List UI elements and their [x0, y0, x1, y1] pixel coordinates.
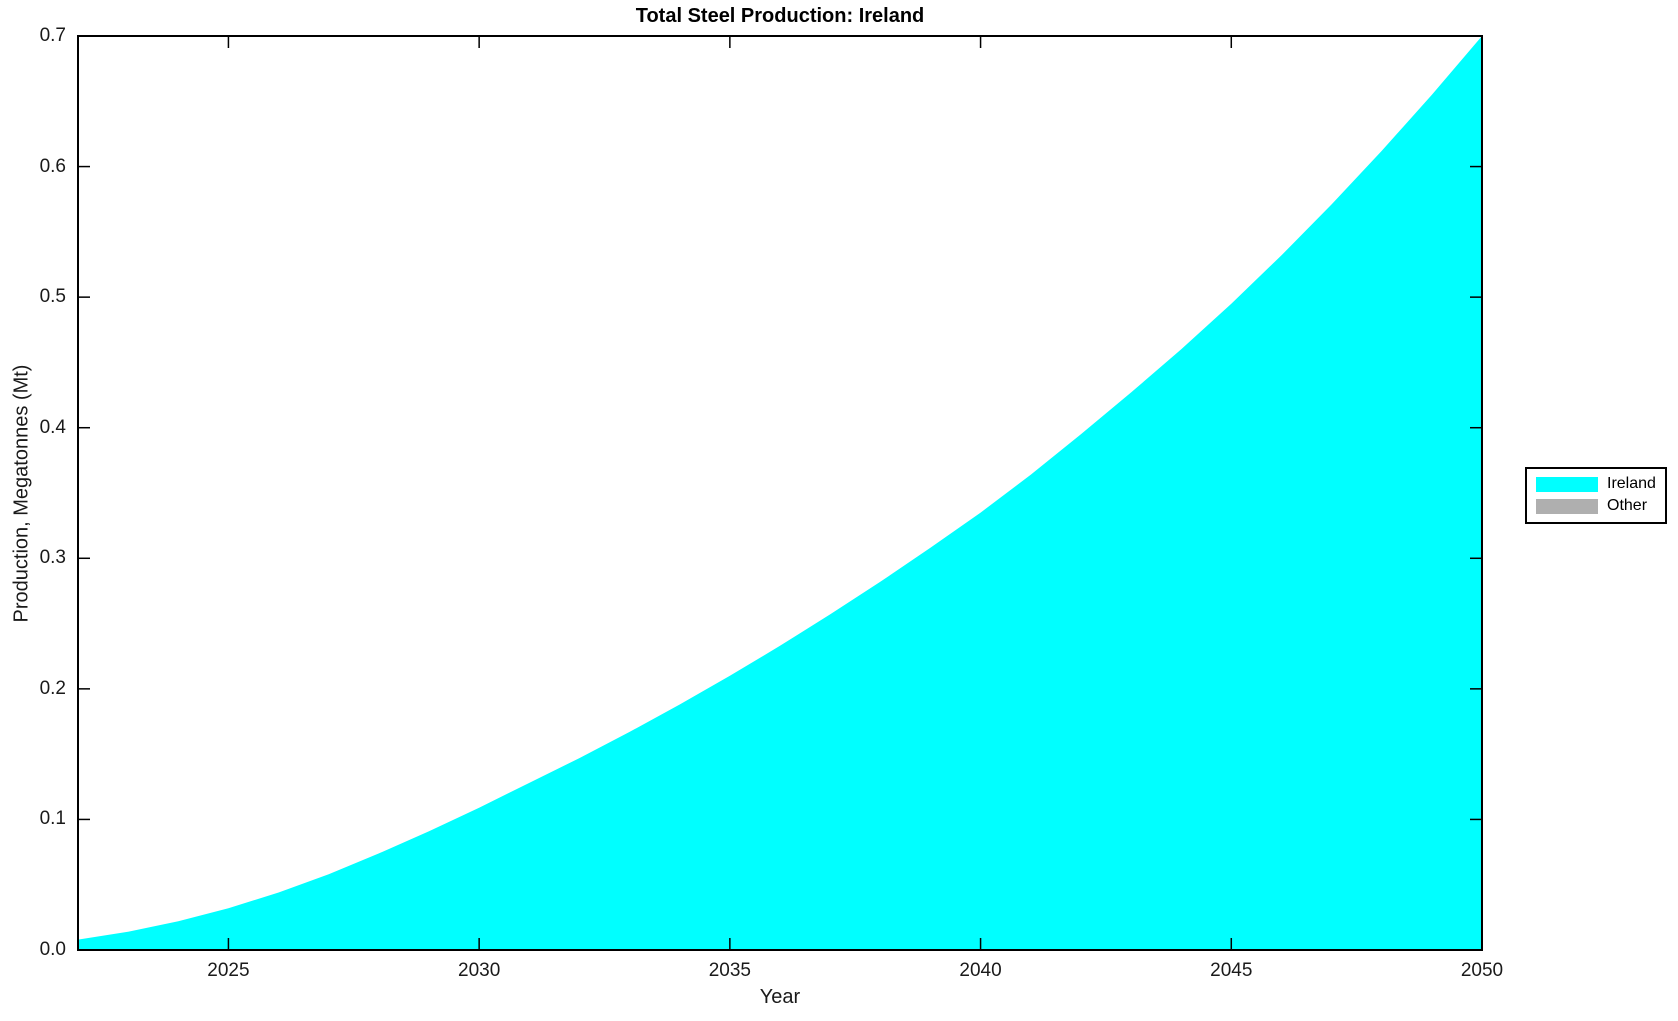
legend-item-ireland: Ireland — [1536, 475, 1656, 492]
plot-border — [77, 35, 1483, 951]
x-tick-label-2045: 2045 — [1210, 960, 1253, 981]
chart-title: Total Steel Production: Ireland — [635, 5, 925, 27]
legend-label-other: Other — [1607, 497, 1648, 514]
y-tick-label-0.0: 0.0 — [39, 939, 66, 960]
y-tick-label-0.3: 0.3 — [39, 547, 66, 569]
y-tick-label-0.4: 0.4 — [39, 416, 66, 438]
area-series-group — [78, 36, 1482, 950]
y-tick-label-0.7: 0.7 — [39, 25, 66, 46]
y-tick-label-0.2: 0.2 — [39, 677, 66, 699]
x-tick-label-2025: 2025 — [207, 960, 250, 981]
legend-swatch-other — [1536, 498, 1598, 514]
y-tick-label-0.6: 0.6 — [39, 155, 66, 177]
legend: Ireland Other — [1525, 467, 1667, 524]
y-tick-label-0.1: 0.1 — [39, 808, 66, 830]
x-tick-label-2040: 2040 — [959, 960, 1002, 981]
x-tick-label-2030: 2030 — [458, 960, 501, 981]
y-tick-label-0.5: 0.5 — [39, 286, 66, 308]
x-axis-label: Year — [759, 986, 801, 1008]
y-axis-label: Production, Megatonnes (Mt) — [10, 364, 33, 622]
legend-label-ireland: Ireland — [1607, 475, 1656, 492]
x-tick-label-2050: 2050 — [1460, 960, 1504, 981]
area-series-ireland — [78, 36, 1482, 950]
legend-item-other: Other — [1536, 497, 1656, 514]
legend-swatch-ireland — [1536, 476, 1598, 492]
x-tick-label-2035: 2035 — [708, 960, 751, 981]
